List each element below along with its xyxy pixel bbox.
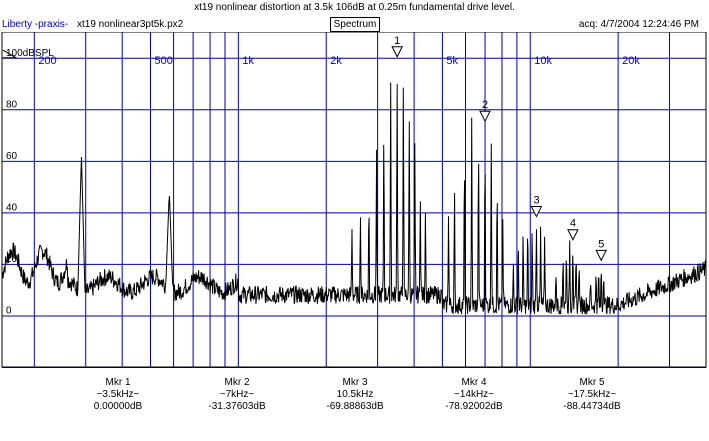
x-tick-label: 500: [154, 55, 172, 67]
x-tick-label: 200: [38, 55, 56, 67]
y-tick-label: 0: [6, 305, 12, 316]
marker-readout-2: Mkr 2 ~7kHz~ -31.37603dB: [187, 377, 287, 413]
marker-readouts: Mkr 1 ~3.5kHz~ 0.00000dB Mkr 2 ~7kHz~ -3…: [0, 375, 709, 441]
x-tick-label: 10k: [534, 55, 552, 67]
marker-frequency: ~17.5kHz~: [567, 389, 617, 400]
y-tick-label: 60: [6, 151, 18, 162]
marker-name: Mkr 5: [579, 377, 605, 388]
markers: 1 2 3 4 5: [391, 35, 608, 262]
acquisition-timestamp: acq: 4/7/2004 12:24:46 PM: [578, 19, 699, 30]
marker-triangle-3: [530, 206, 543, 218]
marker-label-3: 3: [533, 195, 539, 207]
x-tick-label: 1k: [242, 55, 254, 67]
marker-triangle-4: [567, 229, 579, 241]
marker-label-1: 1: [394, 35, 400, 47]
spectrum-line: [1, 82, 707, 315]
marker-value: -31.37603dB: [208, 401, 266, 412]
chart-title: xt19 nonlinear distortion at 3.5k 106dB …: [194, 2, 515, 13]
marker-name: Mkr 1: [105, 377, 131, 388]
marker-triangle-1: [391, 46, 403, 58]
marker-triangle-5: [595, 249, 608, 262]
reference-level-marker: [2, 49, 18, 59]
marker-value: -88.44734dB: [563, 401, 621, 412]
marker-frequency: ~7kHz~: [219, 389, 255, 400]
marker-value: 0.00000dB: [93, 401, 143, 412]
marker-triangle-2: [479, 110, 491, 123]
marker-frequency: 10.5kHz: [336, 389, 374, 400]
grid: [2, 32, 707, 368]
plot-border: [1, 32, 707, 368]
marker-label-5: 5: [598, 238, 604, 250]
header-bar: Liberty -praxis- xt19 nonlinear3pt5k.px2…: [0, 17, 709, 32]
spectrum-trace: [1, 82, 707, 315]
marker-value: -78.92002dB: [445, 401, 503, 412]
marker-label-4: 4: [570, 218, 576, 230]
x-tick-label: 20k: [622, 55, 640, 67]
marker-name: Mkr 3: [342, 377, 368, 388]
y-tick-label: 20: [6, 254, 18, 265]
marker-readout-5: Mkr 5 ~17.5kHz~ -88.44734dB: [542, 377, 642, 413]
x-tick-label: 5k: [446, 55, 458, 67]
marker-value: -69.88863dB: [326, 401, 384, 412]
marker-readout-4: Mkr 4 ~14kHz~ -78.92002dB: [424, 377, 524, 413]
marker-label-2: 2: [482, 99, 488, 111]
mode-button[interactable]: Spectrum: [330, 17, 380, 32]
file-name: xt19 nonlinear3pt5k.px2: [77, 19, 184, 30]
marker-name: Mkr 4: [461, 377, 487, 388]
software-name: Liberty -praxis-: [2, 19, 69, 30]
marker-readout-3: Mkr 3 10.5kHz -69.88863dB: [305, 377, 405, 413]
marker-readout-1: Mkr 1 ~3.5kHz~ 0.00000dB: [68, 377, 168, 413]
y-tick-label: 80: [6, 99, 18, 110]
x-tick-label: 2k: [330, 55, 342, 67]
marker-frequency: ~3.5kHz~: [96, 389, 140, 400]
marker-name: Mkr 2: [224, 377, 250, 388]
marker-frequency: ~14kHz~: [453, 389, 495, 400]
y-tick-label: 40: [6, 202, 18, 213]
y-tick-label: 100dBSPL: [6, 48, 54, 59]
